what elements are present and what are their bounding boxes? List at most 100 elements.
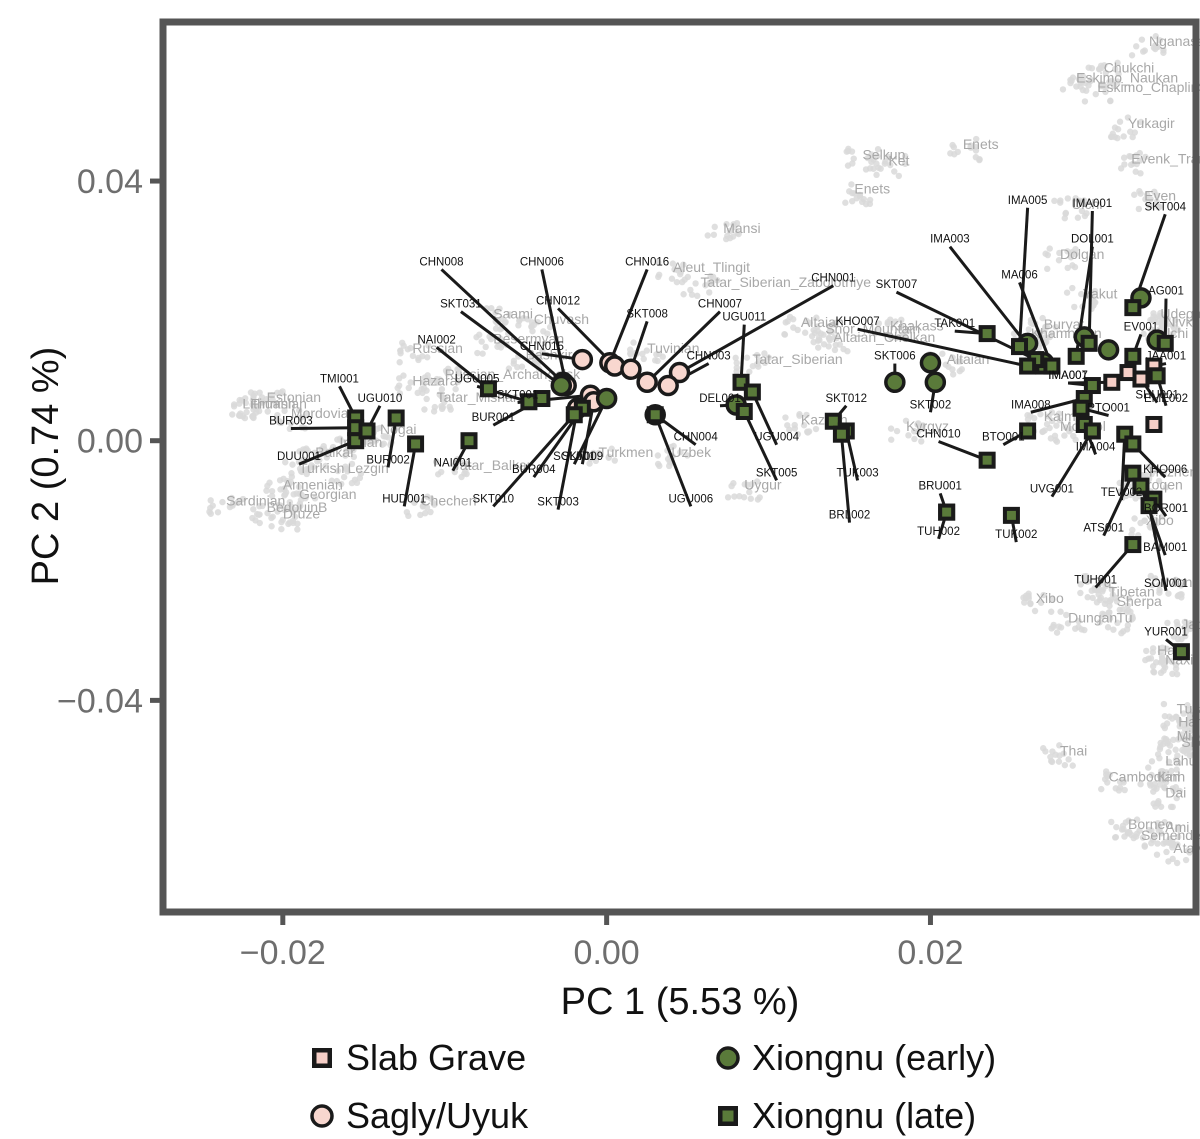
sample-label: MA006 <box>1001 269 1037 281</box>
reference-point <box>898 316 905 324</box>
sample-label: IMA008 <box>1011 399 1051 411</box>
reference-point <box>831 346 839 354</box>
reference-point <box>724 232 731 240</box>
sample-label: CHN010 <box>917 428 961 440</box>
population-label: BedouinB <box>267 499 328 515</box>
reference-point <box>1069 284 1076 292</box>
reference-point <box>653 351 660 358</box>
reference-point <box>1155 477 1163 485</box>
reference-point <box>732 354 739 362</box>
sample-marker-square <box>533 390 551 408</box>
reference-point <box>407 379 414 386</box>
population-label: Estonian <box>267 389 321 405</box>
sample-marker-square <box>832 425 850 443</box>
reference-point <box>219 498 226 506</box>
reference-point <box>1179 746 1186 754</box>
reference-point <box>1145 201 1152 209</box>
reference-point <box>1051 197 1058 205</box>
reference-point <box>1170 736 1177 744</box>
reference-point <box>918 438 925 445</box>
sample-marker-square <box>735 402 753 420</box>
reference-point <box>1063 611 1070 619</box>
leader-line <box>572 397 608 465</box>
sample-label: DOL001 <box>1071 234 1114 246</box>
population-label: Kinh <box>1157 769 1185 785</box>
reference-point <box>669 260 677 267</box>
reference-point <box>1182 856 1190 864</box>
reference-point <box>919 425 926 433</box>
sample-label: PTO001 <box>1087 402 1130 414</box>
reference-point <box>1127 491 1134 499</box>
population-label: Yakut <box>1083 286 1118 302</box>
reference-point <box>1087 76 1095 84</box>
reference-point <box>639 350 646 358</box>
reference-point <box>430 500 437 507</box>
leader-line <box>1018 281 1054 367</box>
reference-point <box>228 494 235 502</box>
reference-point <box>1165 748 1172 756</box>
reference-point <box>1160 657 1167 664</box>
reference-point <box>911 435 918 443</box>
reference-point <box>1072 436 1079 444</box>
population-label: Borneo <box>1128 816 1173 832</box>
sample-label: HUD001 <box>382 493 426 505</box>
reference-point <box>1111 65 1119 73</box>
population-label: Eskimo_Naukan <box>1076 69 1178 85</box>
reference-point <box>1076 197 1084 204</box>
sample-marker-square <box>1156 334 1174 352</box>
sample-label: IMA003 <box>930 234 970 246</box>
leader-line <box>739 324 746 383</box>
reference-point <box>1061 761 1069 769</box>
reference-point <box>1098 785 1105 793</box>
population-label: Nganasan <box>1149 33 1200 49</box>
reference-point <box>744 481 751 489</box>
leader-line <box>402 443 418 507</box>
reference-point <box>239 495 247 503</box>
reference-point <box>1107 97 1114 105</box>
reference-point <box>1154 840 1161 847</box>
sample-label: JAA001 <box>1146 351 1186 363</box>
reference-point <box>293 490 300 497</box>
reference-point <box>1163 645 1171 653</box>
sample-label: DUU001 <box>277 451 321 463</box>
sample-label: UVG001 <box>1030 484 1074 496</box>
reference-point <box>342 447 350 455</box>
sample-label: CHN003 <box>687 351 731 363</box>
reference-point <box>1136 157 1144 164</box>
reference-point <box>1104 773 1111 780</box>
population-label: Sardinian <box>226 493 285 509</box>
reference-point <box>1135 205 1143 213</box>
reference-point <box>510 357 518 365</box>
population-label: Yukagir <box>1128 115 1175 131</box>
reference-point <box>887 161 894 169</box>
reference-point <box>887 425 895 432</box>
reference-point <box>304 447 311 454</box>
sample-marker-square <box>1011 338 1029 356</box>
x-tick-label: −0.02 <box>240 934 326 972</box>
reference-point <box>654 452 662 459</box>
reference-point <box>1153 192 1161 199</box>
reference-point <box>268 487 276 495</box>
reference-point <box>1162 484 1170 491</box>
population-label: Uzbek <box>671 444 712 460</box>
reference-point <box>1181 624 1188 631</box>
reference-point <box>1146 826 1153 834</box>
sample-label: DEL001 <box>699 393 741 405</box>
reference-point <box>1176 723 1183 730</box>
reference-point <box>868 151 875 158</box>
reference-point <box>269 396 276 404</box>
sample-label: SKT005 <box>756 467 798 479</box>
population-label: Balkar <box>315 444 355 460</box>
reference-point <box>474 349 481 357</box>
legend-label: Slab Grave <box>346 1037 526 1078</box>
reference-point <box>1173 859 1181 867</box>
reference-point <box>478 338 485 345</box>
sample-marker-square <box>1132 370 1150 388</box>
reference-point <box>496 341 503 349</box>
reference-point <box>264 482 271 490</box>
reference-point <box>1150 44 1158 51</box>
reference-point <box>1071 263 1079 271</box>
reference-point <box>1161 819 1168 826</box>
reference-point <box>874 145 882 153</box>
reference-point <box>1149 316 1156 324</box>
